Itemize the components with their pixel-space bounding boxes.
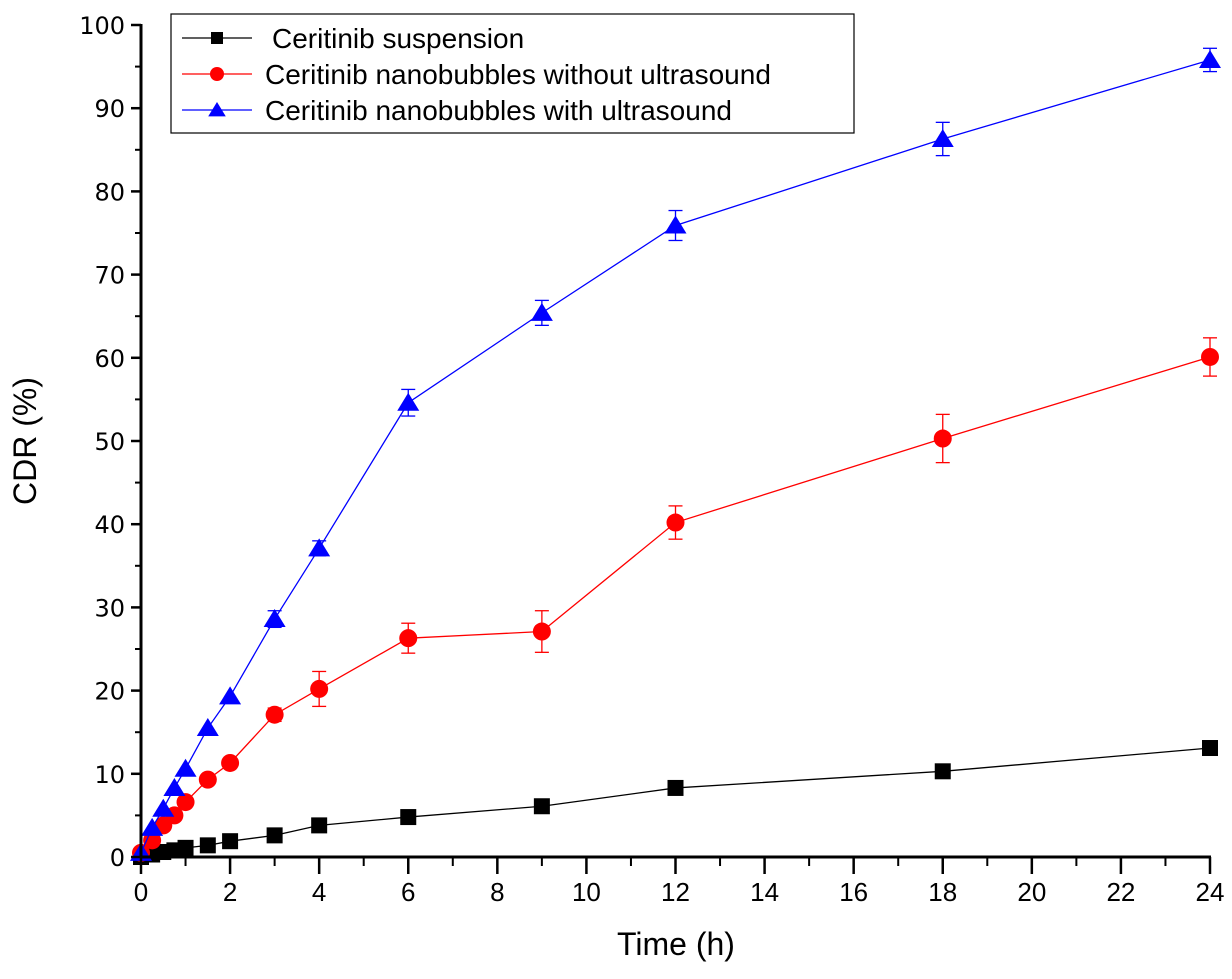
data-point (222, 833, 239, 850)
data-point (266, 827, 283, 844)
data-point (176, 793, 195, 812)
y-tick-label: 30 (94, 594, 125, 622)
data-point (933, 429, 952, 448)
data-point (152, 798, 175, 817)
data-point (397, 392, 420, 411)
legend-label: Ceritinib nanobubbles with ultrasound (265, 95, 732, 126)
x-tick-label: 24 (1196, 877, 1225, 907)
data-point (664, 215, 687, 234)
data-point (163, 777, 186, 796)
x-tick-label: 16 (839, 877, 868, 907)
legend-box (170, 13, 855, 134)
data-point (308, 538, 331, 557)
data-point (399, 629, 418, 648)
legend-label: Ceritinib nanobubbles without ultrasound (265, 59, 771, 90)
x-tick-label: 10 (572, 877, 601, 907)
legend-marker (210, 67, 224, 81)
data-point (400, 809, 417, 826)
data-point (263, 609, 286, 628)
y-axis-title: CDR (%) (7, 377, 43, 505)
legend-marker (211, 32, 223, 44)
data-point (1201, 347, 1219, 366)
data-point (532, 622, 551, 641)
x-tick-label: 2 (223, 877, 237, 907)
y-tick-label: 100 (79, 12, 125, 40)
legend-item: Ceritinib suspension (182, 23, 524, 54)
series-circle (132, 337, 1219, 862)
data-point (533, 798, 550, 815)
axes: 0 2 4 6 8 10 12 14 16 18 20 22 24 010203040506070809… (79, 12, 1224, 907)
legend-marker (208, 102, 226, 117)
y-ticks: 0 10 20 30 40 50 60 70 80 90 100 (79, 12, 141, 872)
data-point (934, 763, 951, 780)
x-tick-label: 22 (1106, 877, 1135, 907)
series-square (133, 740, 1218, 865)
y-tick-label: 20 (94, 678, 125, 706)
x-tick-label: 14 (750, 877, 779, 907)
data-point (931, 128, 954, 147)
x-tick-label: 18 (928, 877, 957, 907)
data-point (667, 779, 684, 796)
legend-label: Ceritinib suspension (272, 23, 524, 54)
data-point (198, 770, 217, 789)
data-point (174, 758, 197, 777)
legend-item: Ceritinib nanobubbles without ultrasound (182, 59, 771, 90)
y-tick-label: 90 (94, 95, 125, 123)
data-point (177, 839, 194, 856)
y-tick-label: 80 (94, 178, 125, 206)
data-point (311, 817, 328, 834)
x-tick-label: 8 (490, 877, 504, 907)
data-point (196, 718, 219, 737)
data-point (199, 837, 216, 854)
data-point (221, 753, 240, 772)
y-tick-label: 50 (94, 428, 125, 456)
plot-series (130, 47, 1221, 865)
y-tick-label: 70 (94, 262, 125, 290)
legend: Ceritinib suspension Ceritinib nanobubble… (170, 13, 855, 134)
data-point (265, 705, 284, 724)
x-ticks: 0 2 4 6 8 10 12 14 16 18 20 22 24 (134, 857, 1225, 907)
x-tick-label: 4 (312, 877, 326, 907)
x-tick-label: 0 (134, 877, 148, 907)
y-tick-label: 40 (94, 511, 125, 539)
data-point (666, 513, 685, 532)
y-tick-label: 0 (110, 844, 125, 872)
data-point (1199, 49, 1221, 68)
x-tick-label: 12 (661, 877, 690, 907)
y-tick-label: 10 (94, 761, 125, 789)
x-tick-label: 20 (1017, 877, 1046, 907)
data-point (219, 686, 242, 705)
x-tick-label: 6 (401, 877, 415, 907)
x-axis-title: Time (h) (617, 926, 735, 962)
data-point (141, 817, 164, 836)
y-tick-label: 60 (94, 345, 125, 373)
data-point (530, 302, 553, 321)
data-point (310, 679, 329, 698)
data-point (1202, 740, 1218, 757)
legend-item: Ceritinib nanobubbles with ultrasound (182, 95, 732, 126)
